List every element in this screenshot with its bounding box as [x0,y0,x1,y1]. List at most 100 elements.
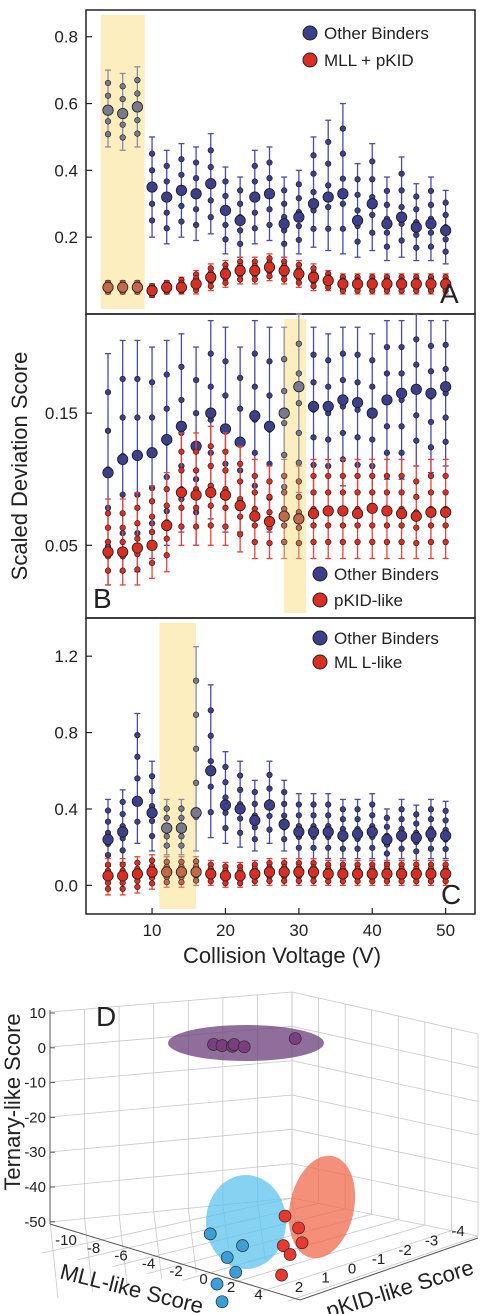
mean-point [219,799,232,811]
replicate-point [310,522,317,529]
replicate-point [222,178,229,185]
replicate-point [427,472,435,480]
replicate-point [237,513,244,520]
mean-point [190,278,202,290]
mean-point [234,214,246,227]
replicate-point [354,489,361,496]
mean-point [396,868,408,880]
replicate-point [295,524,302,531]
replicate-point [119,847,126,854]
replicate-point [369,801,376,808]
mean-point [425,218,437,230]
replicate-point [134,883,141,891]
replicate-point [251,472,258,480]
replicate-point [442,845,449,853]
mean-point [161,191,173,203]
replicate-point [237,276,244,283]
replicate-point [237,187,244,194]
replicate-point [178,156,185,163]
replicate-point [383,814,391,821]
replicate-point [119,121,126,128]
replicate-point [148,498,156,505]
replicate-point [369,357,376,364]
mean-point [117,870,129,882]
replicate-point [281,812,288,819]
mean-point [396,278,408,290]
mean-point [146,866,158,878]
mean-point [234,264,246,277]
replicate-point [369,844,376,851]
replicate-point [442,522,449,529]
replicate-point [192,467,200,474]
replicate-point [222,448,229,455]
y-ticks-b: 0.15 0.05 [45,404,92,555]
mean-point [175,281,188,293]
replicate-point [413,848,420,855]
series-a [102,66,452,299]
mean-point [351,828,364,840]
replicate-point [222,467,229,474]
replicate-point [251,225,258,232]
replicate-point [192,711,200,718]
mean-point [410,868,422,880]
replicate-point [398,370,405,377]
replicate-point [383,472,391,480]
replicate-point [310,170,317,177]
replicate-point [310,812,317,819]
replicate-point [442,817,449,824]
mean-point [381,278,393,290]
mean-point [131,449,143,462]
mean-point [322,826,334,838]
replicate-point [383,522,391,529]
grid-line [187,1208,197,1274]
mean-point [425,278,437,290]
x-tick-label: 2 [227,1279,235,1296]
y-tick-label: 0.6 [54,95,78,114]
replicate-point [398,237,405,244]
mean-point [102,833,114,846]
cluster-point [220,1251,234,1264]
replicate-point [237,405,244,412]
replicate-point [266,877,273,884]
panel-d: 100-10-20-30-40-50-10 -8 -6 -4 -2 0 2 4 210-1-2-… [0,991,479,1314]
replicate-point [325,203,332,211]
replicate-point [251,178,258,185]
mean-point [293,513,305,525]
mean-point [146,181,158,193]
cluster-ellipse [288,1155,356,1259]
replicate-point [163,805,170,812]
replicate-point [295,370,302,377]
mean-point [293,826,305,838]
replicate-point [413,336,420,343]
x-axis-label: Collision Voltage (V) [183,943,381,968]
replicate-point [413,244,420,251]
replicate-point [251,276,258,283]
replicate-point [354,207,361,214]
mean-point [366,278,378,290]
mean-point [440,868,452,880]
replicate-point [237,829,244,836]
replicate-point [295,540,302,547]
series-c [102,645,452,896]
highlight-band-a [100,15,145,309]
x-tick-label: 50 [436,921,455,940]
replicate-point [134,859,141,866]
replicate-point [266,221,273,229]
mean-point [263,420,276,432]
replicate-point [310,844,317,851]
cluster-point [295,1236,309,1250]
replicate-point [369,472,376,480]
replicate-point [442,341,449,348]
mean-point [425,828,437,840]
mean-point [322,191,334,203]
mean-point [263,188,276,200]
cluster-point [276,1239,290,1253]
x-tick-label: -8 [87,1240,100,1257]
replicate-point [310,283,317,290]
mean-point [131,281,143,293]
replicate-point [163,879,170,886]
replicate-point [281,240,288,247]
panel-letter-d: D [96,1001,116,1032]
mean-point [322,274,334,287]
z-tick-label: -30 [24,1144,46,1161]
